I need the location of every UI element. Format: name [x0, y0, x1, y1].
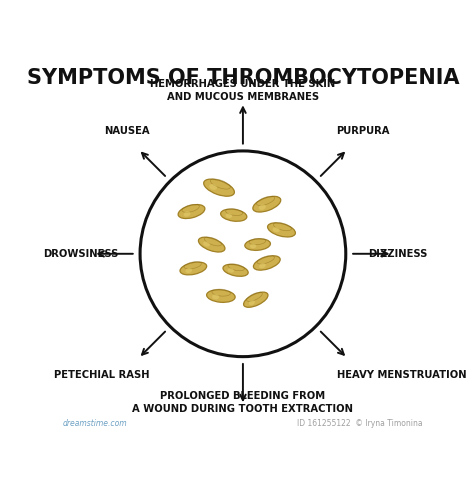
Text: DROWSINESS: DROWSINESS	[43, 249, 118, 259]
Ellipse shape	[267, 223, 295, 237]
Text: PROLONGED BLEEDING FROM
A WOUND DURING TOOTH EXTRACTION: PROLONGED BLEEDING FROM A WOUND DURING T…	[132, 391, 354, 414]
Ellipse shape	[249, 300, 255, 305]
Ellipse shape	[203, 242, 210, 246]
Ellipse shape	[245, 239, 271, 250]
Text: PETECHIAL RASH: PETECHIAL RASH	[54, 369, 149, 380]
Text: dreamstime.com: dreamstime.com	[63, 419, 128, 428]
Ellipse shape	[220, 209, 247, 222]
Text: SYMPTOMS OF THROMBOCYTOPENIA: SYMPTOMS OF THROMBOCYTOPENIA	[27, 68, 459, 88]
Ellipse shape	[253, 196, 281, 212]
Ellipse shape	[244, 292, 268, 307]
Ellipse shape	[180, 262, 207, 275]
Ellipse shape	[259, 204, 266, 210]
Ellipse shape	[212, 294, 219, 299]
Ellipse shape	[178, 204, 205, 219]
Text: DIZZINESS: DIZZINESS	[368, 249, 427, 259]
Ellipse shape	[250, 244, 256, 248]
Text: HEAVY MENSTRUATION: HEAVY MENSTRUATION	[337, 369, 466, 380]
Ellipse shape	[226, 213, 232, 218]
Ellipse shape	[254, 256, 280, 270]
Circle shape	[140, 151, 346, 357]
Ellipse shape	[259, 263, 266, 268]
Text: ID 161255122  © Iryna Timonina: ID 161255122 © Iryna Timonina	[297, 419, 423, 428]
Ellipse shape	[209, 184, 217, 190]
Ellipse shape	[223, 264, 248, 276]
Text: HEMORRHAGES UNDER THE SKIN
AND MUCOUS MEMBRANES: HEMORRHAGES UNDER THE SKIN AND MUCOUS ME…	[150, 79, 336, 102]
Ellipse shape	[207, 290, 235, 303]
Ellipse shape	[273, 227, 280, 232]
Ellipse shape	[228, 268, 234, 273]
Text: NAUSEA: NAUSEA	[104, 126, 149, 136]
Ellipse shape	[199, 237, 225, 252]
Ellipse shape	[185, 268, 192, 273]
Text: PURPURA: PURPURA	[337, 126, 390, 136]
Ellipse shape	[183, 211, 191, 217]
Ellipse shape	[204, 179, 235, 196]
